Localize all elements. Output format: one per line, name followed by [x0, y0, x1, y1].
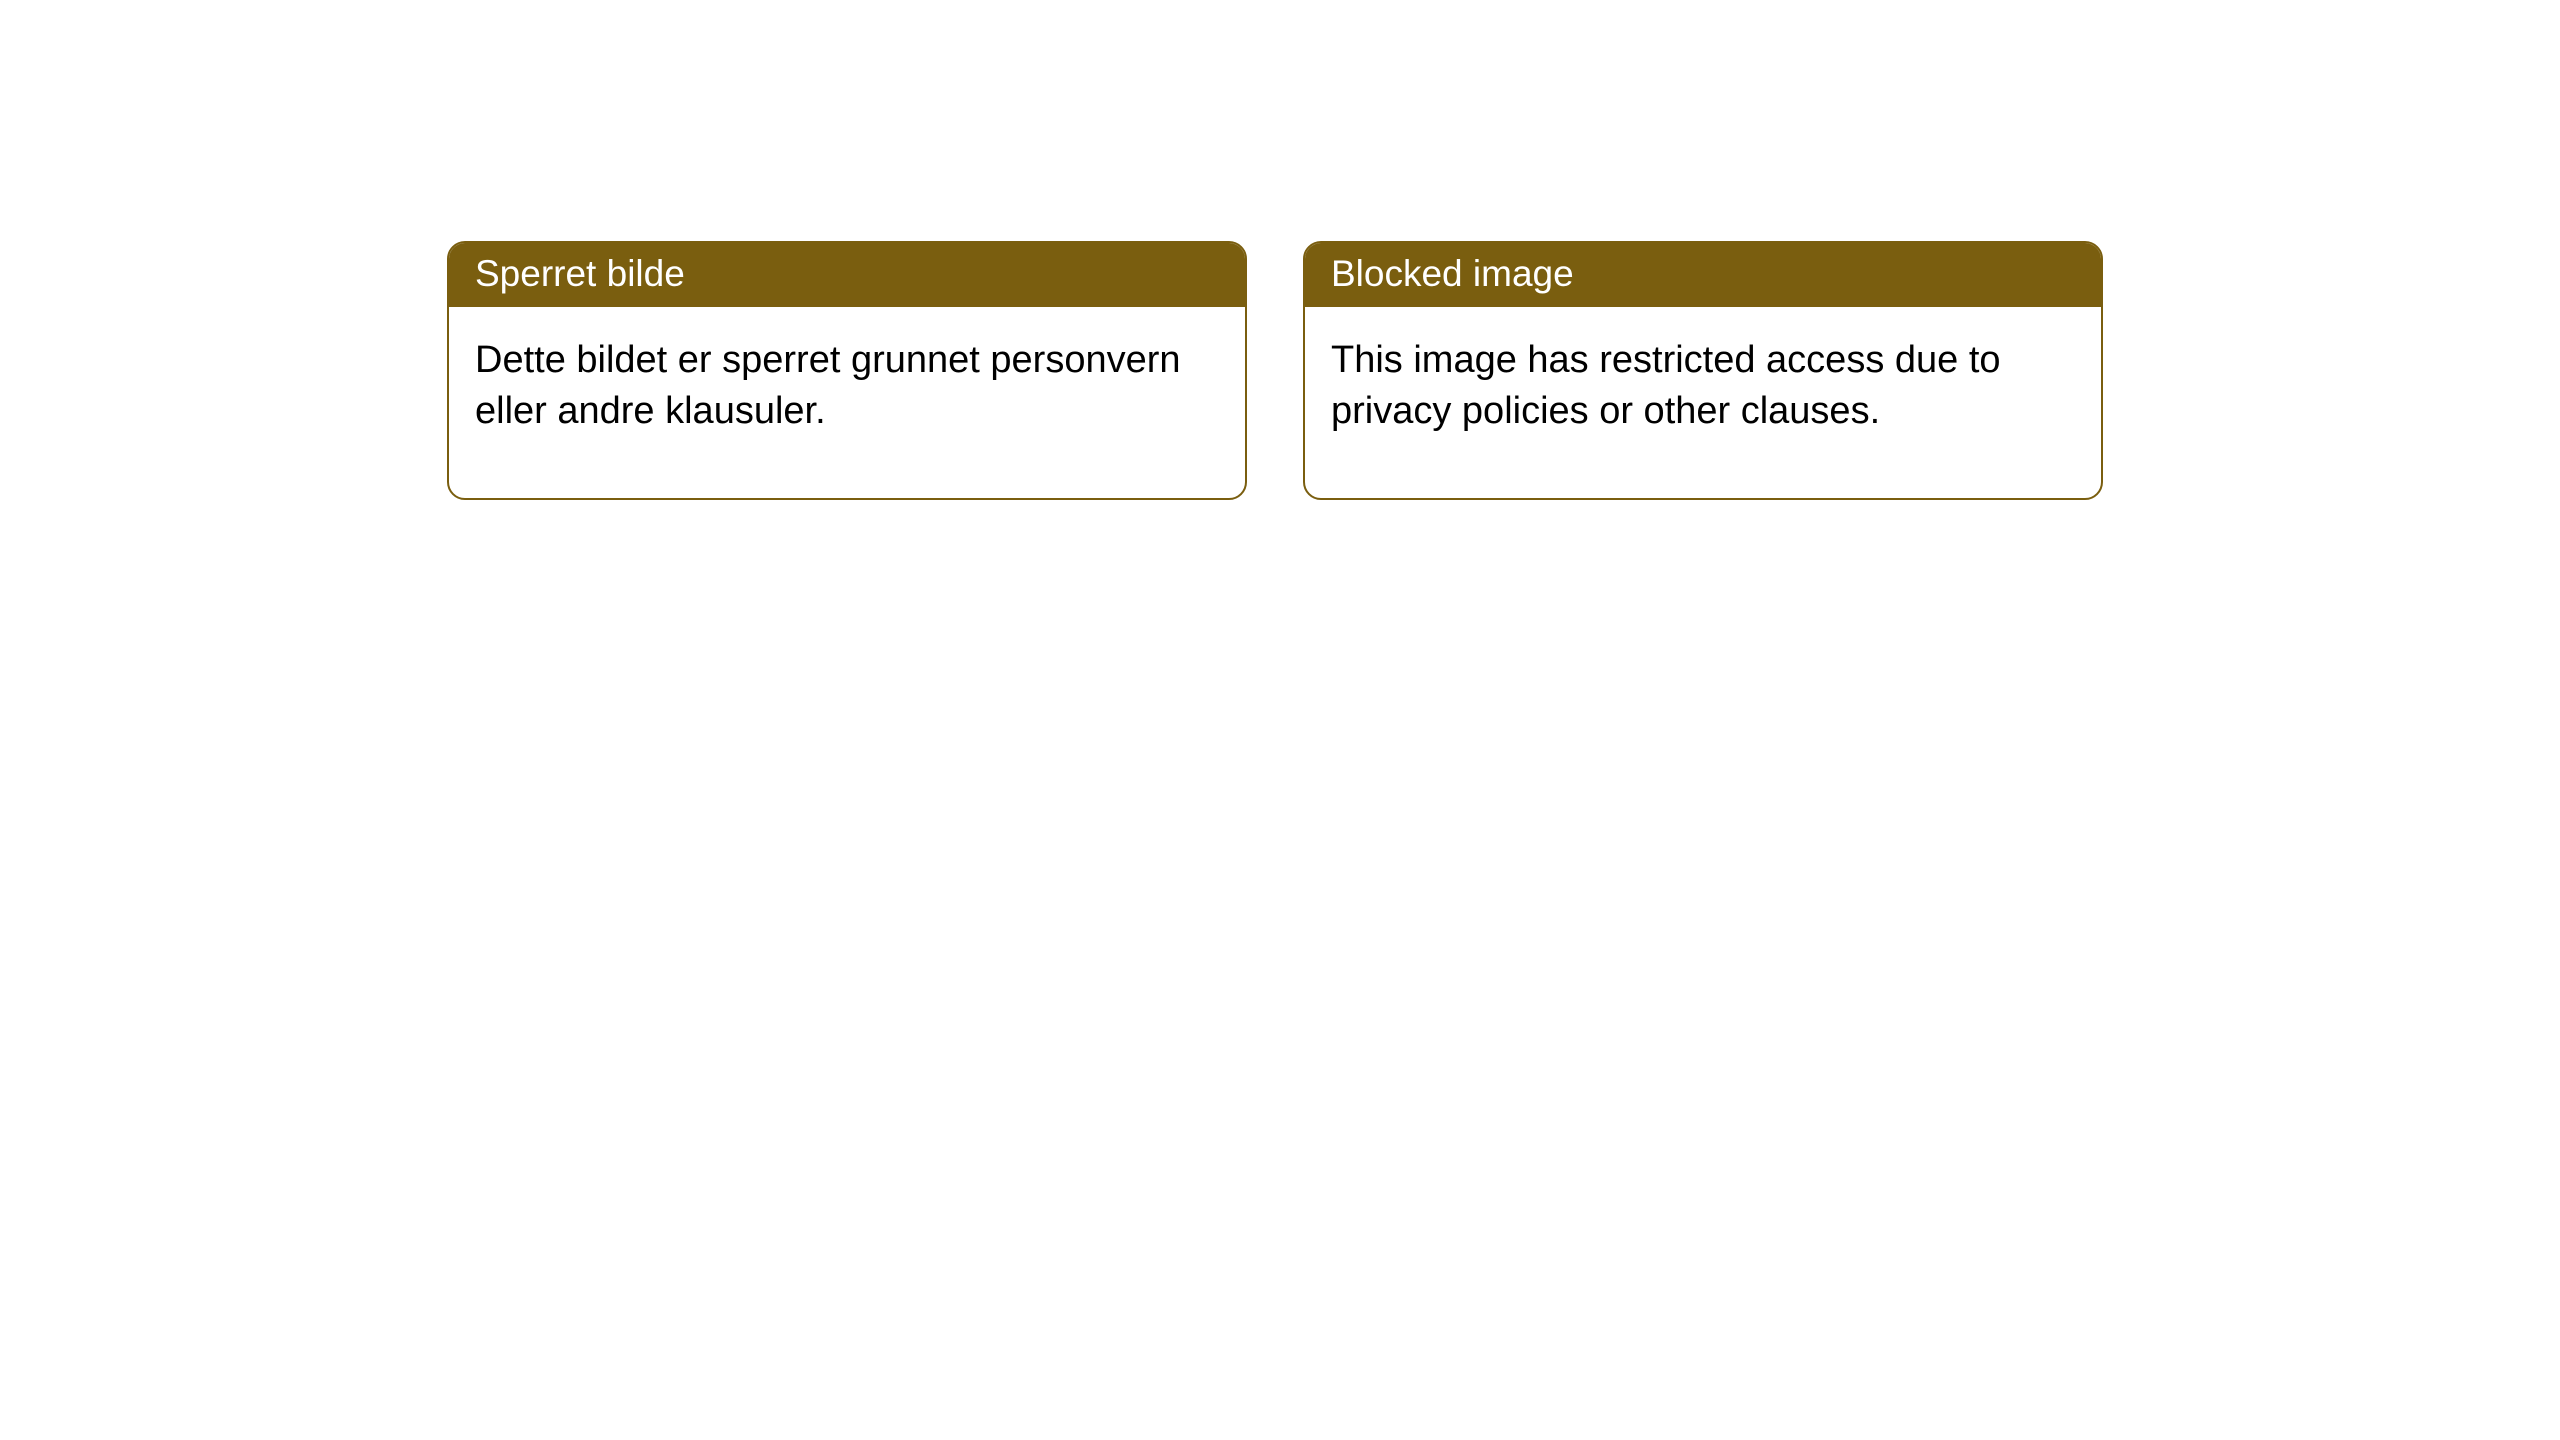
cards-container: Sperret bilde Dette bildet er sperret gr…: [0, 0, 2560, 500]
blocked-image-card-en: Blocked image This image has restricted …: [1303, 241, 2103, 500]
card-header-en: Blocked image: [1305, 243, 2101, 307]
blocked-image-card-no: Sperret bilde Dette bildet er sperret gr…: [447, 241, 1247, 500]
card-header-no: Sperret bilde: [449, 243, 1245, 307]
card-body-en: This image has restricted access due to …: [1305, 307, 2101, 498]
card-body-no: Dette bildet er sperret grunnet personve…: [449, 307, 1245, 498]
